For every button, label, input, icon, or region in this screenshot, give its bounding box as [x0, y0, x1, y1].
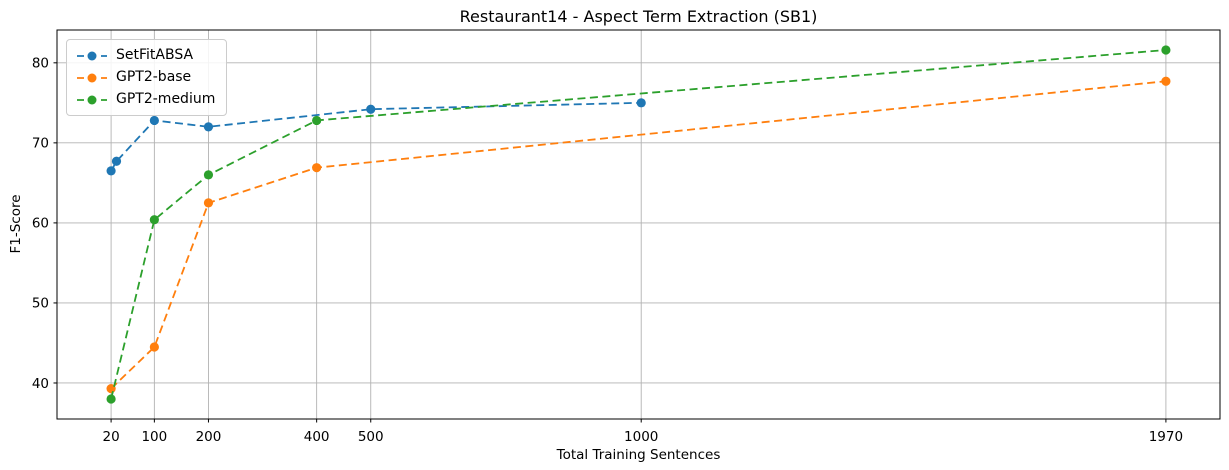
legend-label: SetFitABSA: [116, 47, 194, 63]
y-tick-label: 80: [32, 56, 49, 72]
series-line-GPT2-base: [110, 80, 1166, 390]
y-tick-label: 40: [32, 376, 49, 392]
x-tick-label: 400: [304, 429, 330, 445]
data-point-GPT2-base: [203, 198, 214, 208]
x-tick-label: 1970: [1149, 429, 1183, 445]
y-tick-label: 50: [32, 296, 49, 312]
x-tick-label: 1000: [624, 429, 658, 445]
data-point-GPT2-base: [1161, 76, 1171, 86]
data-point-GPT2-medium: [106, 394, 116, 404]
data-point-GPT2-medium: [1161, 45, 1171, 55]
legend-label: GPT2-base: [116, 69, 192, 85]
y-tick-label: 70: [32, 136, 49, 152]
series-line-SetFitABSA: [110, 101, 642, 172]
data-point-GPT2-medium: [203, 170, 214, 180]
data-point-SetFitABSA: [203, 122, 214, 132]
data-point-GPT2-medium: [312, 115, 322, 126]
y-tick-label: 60: [32, 216, 49, 232]
data-point-GPT2-base: [312, 163, 322, 173]
x-tick-label: 200: [196, 429, 222, 445]
data-point-GPT2-base: [149, 342, 159, 352]
data-point-GPT2-medium: [149, 215, 159, 225]
x-tick-label: 100: [141, 429, 167, 445]
data-point-SetFitABSA: [366, 104, 376, 114]
data-point-SetFitABSA: [149, 115, 159, 126]
axes-frame: [56, 29, 1221, 420]
chart-title: Restaurant14 - Aspect Term Extraction (S…: [459, 7, 818, 26]
legend-line-sample: [77, 73, 107, 82]
data-point-SetFitABSA: [106, 166, 116, 176]
data-point-SetFitABSA: [111, 156, 122, 166]
legend-item: SetFitABSA: [76, 46, 215, 65]
legend-line-sample: [77, 95, 107, 104]
x-axis-label: Total Training Sentences: [556, 447, 721, 463]
x-tick-label: 500: [358, 429, 384, 445]
legend-item: GPT2-medium: [76, 90, 215, 109]
legend-label: GPT2-medium: [116, 91, 216, 107]
legend: SetFitABSA GPT2-base GPT2-medium: [66, 39, 228, 116]
legend-line-sample: [77, 51, 107, 60]
x-tick-label: 20: [102, 429, 119, 445]
data-point-SetFitABSA: [636, 98, 646, 108]
y-axis-label: F1-Score: [8, 194, 24, 254]
legend-item: GPT2-base: [76, 68, 215, 87]
